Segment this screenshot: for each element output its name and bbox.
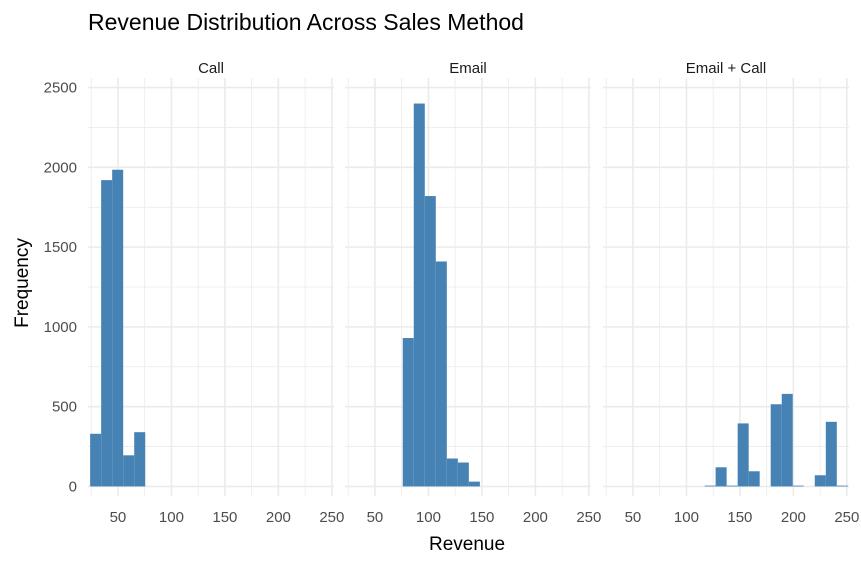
histogram-bar <box>770 404 782 487</box>
facet-label: Email + Call <box>686 60 766 77</box>
y-tick-label: 1000 <box>44 319 77 336</box>
x-tick-label: 100 <box>674 509 699 526</box>
histogram-bar <box>424 196 436 487</box>
x-tick-label: 150 <box>469 509 494 526</box>
x-tick-label: 200 <box>781 509 806 526</box>
histogram-bar <box>737 423 749 487</box>
y-tick-label: 2500 <box>44 80 77 97</box>
x-tick-label: 200 <box>523 509 548 526</box>
chart-title: Revenue Distribution Across Sales Method <box>88 9 524 35</box>
histogram-bar <box>457 462 469 487</box>
histogram-bar <box>825 421 837 487</box>
histogram-bar <box>726 485 738 487</box>
x-tick-label: 250 <box>319 509 344 526</box>
facet-label: Email <box>449 60 487 77</box>
x-tick-label: 200 <box>266 509 291 526</box>
y-axis: 0 500 1000 1500 2000 2500 <box>44 80 77 496</box>
histogram-bar <box>123 455 135 487</box>
y-tick-label: 0 <box>69 478 77 495</box>
histogram-bar <box>134 432 146 487</box>
facet-label: Call <box>198 60 224 77</box>
x-tick-label: 100 <box>416 509 441 526</box>
x-tick-label: 250 <box>576 509 601 526</box>
histogram-bar <box>446 458 458 487</box>
x-tick-label: 150 <box>212 509 237 526</box>
histogram-bar <box>101 180 113 487</box>
histogram-bar <box>435 261 447 487</box>
histogram-bar <box>90 433 102 487</box>
x-tick-label: 50 <box>367 509 384 526</box>
facet-panel: Email 50 100 150 200 250 <box>345 60 601 526</box>
histogram-bar <box>468 481 480 487</box>
x-tick-label: 150 <box>727 509 752 526</box>
y-tick-label: 500 <box>52 399 77 416</box>
histogram-bar <box>112 169 124 487</box>
facet-panel: Call 50 100 150 200 250 <box>88 60 344 526</box>
x-axis-title: Revenue <box>429 534 505 555</box>
histogram-bar <box>413 103 425 487</box>
histogram-bar <box>402 338 414 487</box>
y-tick-label: 2000 <box>44 159 77 176</box>
x-tick-label: 100 <box>159 509 184 526</box>
x-tick-label: 250 <box>834 509 859 526</box>
histogram-bar <box>836 485 848 487</box>
histogram-bar <box>781 393 793 487</box>
histogram-bar <box>704 485 716 487</box>
facet-panel: Email + Call 50 100 150 200 250 <box>603 60 859 526</box>
y-tick-label: 1500 <box>44 239 77 256</box>
x-tick-label: 50 <box>625 509 642 526</box>
y-axis-title: Frequency <box>12 238 33 328</box>
x-tick-label: 50 <box>110 509 127 526</box>
histogram-bar <box>792 485 804 487</box>
histogram-bar <box>814 475 826 487</box>
histogram-bar <box>748 471 760 487</box>
histogram-bar <box>715 467 727 487</box>
